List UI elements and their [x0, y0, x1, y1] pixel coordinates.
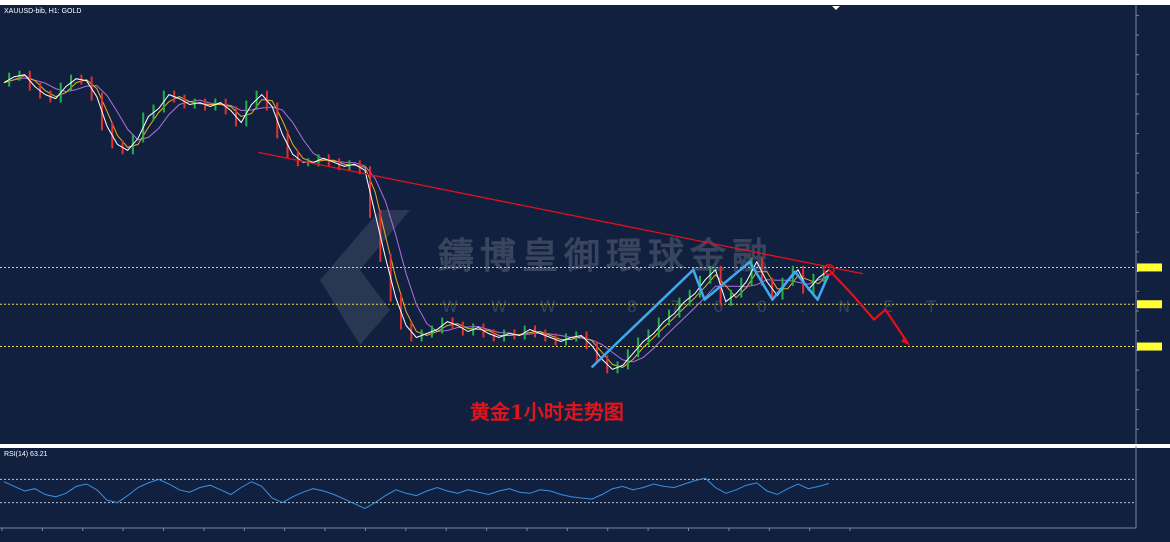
- breakpoint-circle: [823, 264, 835, 276]
- descending-trendline: [258, 151, 863, 275]
- wave-pattern-line: [590, 260, 831, 369]
- price-tag-box: [1137, 300, 1162, 309]
- main-panel[interactable]: [0, 5, 1136, 445]
- projection-line: [828, 269, 909, 345]
- axes: [1, 14, 1162, 531]
- projection-arrowhead: [901, 336, 910, 346]
- shift-marker-icon[interactable]: [832, 6, 840, 10]
- watermark: 鑄博皇御環球金融 W W W . 8 7 0 0 . N E T: [320, 210, 950, 345]
- rsi-axis: [1136, 448, 1170, 528]
- price-tag: [1137, 263, 1162, 272]
- watermark-text: 鑄博皇御環球金融: [438, 235, 774, 277]
- watermark-url: W W W . 8 7 0 0 . N E T: [442, 297, 950, 316]
- rsi-plot: [0, 477, 1136, 509]
- ma-fast-line: [3, 75, 830, 368]
- chart-caption: 黄金1小时走势图: [470, 400, 624, 424]
- time-axis: [0, 528, 1170, 542]
- price-tag-box: [1137, 263, 1162, 272]
- rsi-panel[interactable]: [0, 448, 1136, 528]
- price-tag: [1137, 300, 1162, 309]
- symbol-header: XAUUSD-bib, H1: GOLD: [4, 8, 81, 15]
- rsi-header: RSI(14) 63.21: [4, 451, 48, 458]
- price-axis: [1136, 5, 1170, 445]
- rsi-line: [3, 477, 830, 509]
- price-plot: [0, 70, 1136, 374]
- price-tag-box: [1137, 342, 1162, 351]
- price-line: [3, 74, 830, 370]
- price-tag: [1137, 342, 1162, 351]
